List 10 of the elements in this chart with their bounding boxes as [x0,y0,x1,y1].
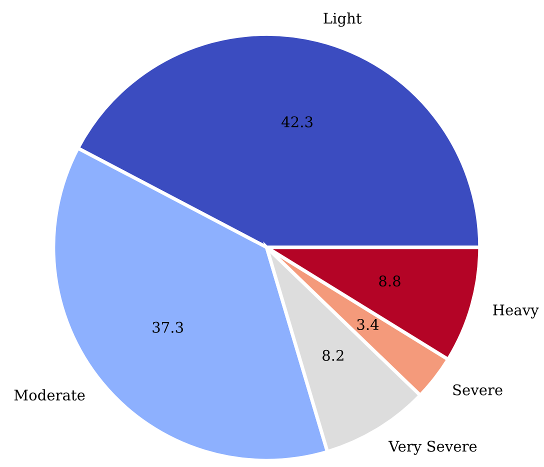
data-label: 8.8 [379,275,400,287]
slice-label: Severe [453,384,502,396]
data-label: 42.3 [282,116,312,128]
slice-label: Moderate [14,389,85,401]
slice-label: Heavy [493,304,539,318]
slice-label: Light [324,12,362,27]
data-label: 8.2 [322,350,344,361]
data-label: 37.3 [152,322,183,333]
slice-label: Very Severe [388,440,477,455]
data-label: 3.4 [357,318,379,330]
